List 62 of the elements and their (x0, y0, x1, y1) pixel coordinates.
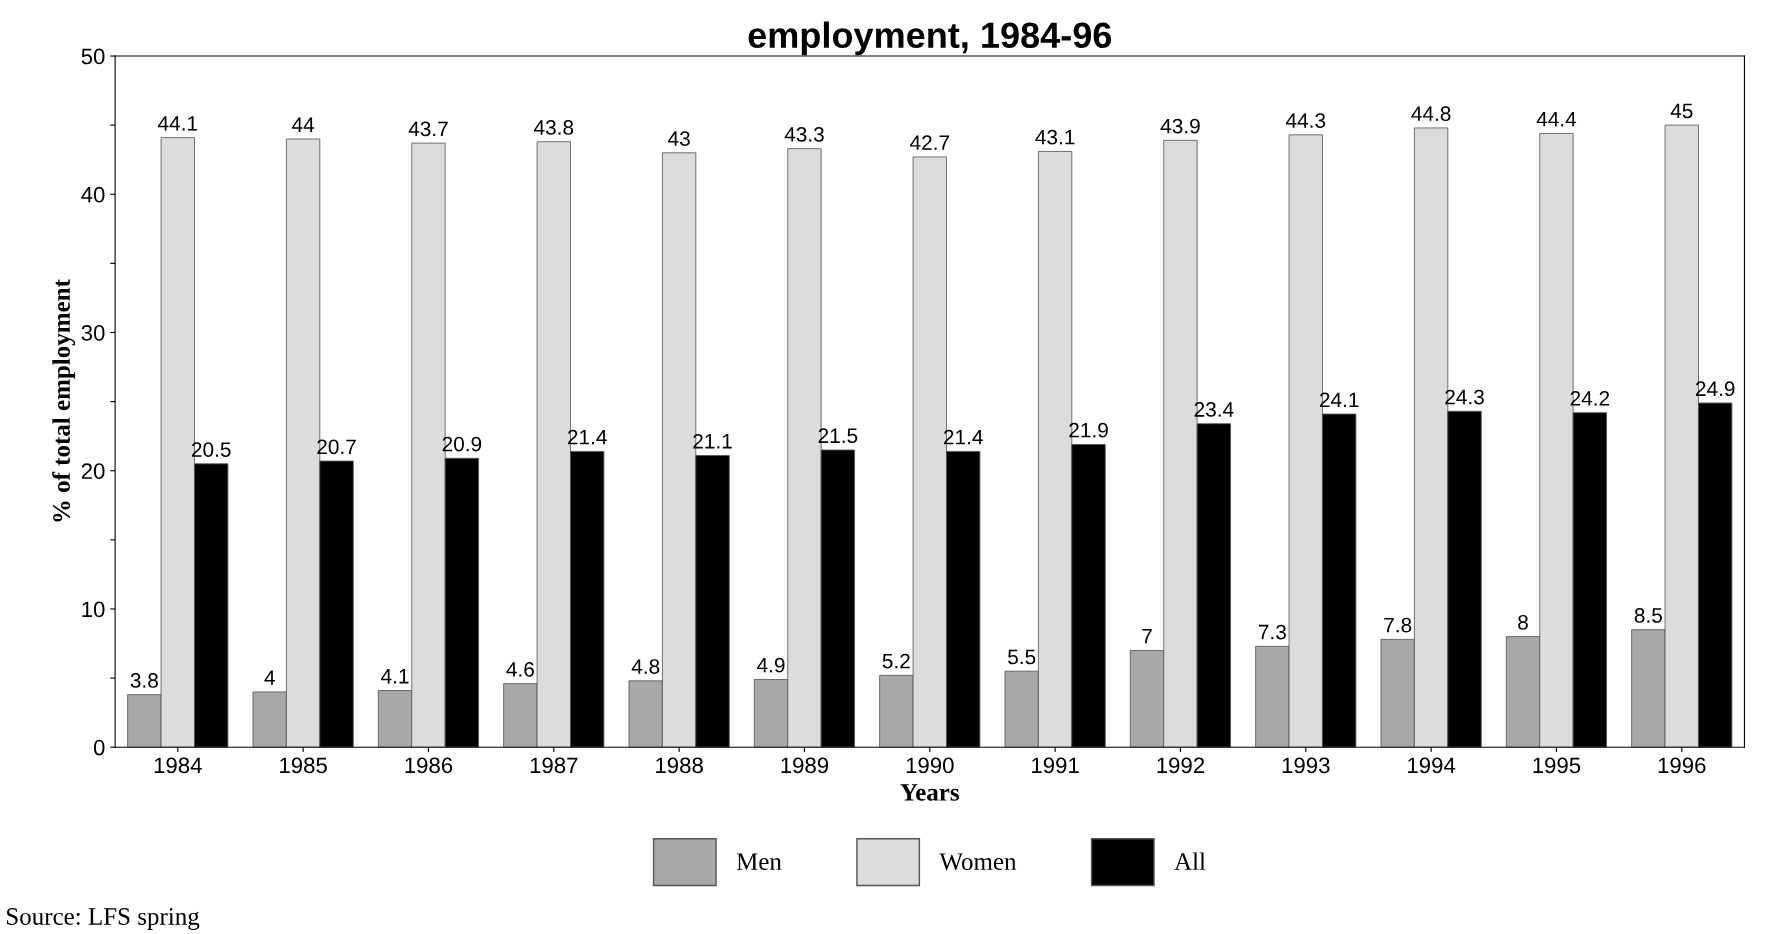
data-label: 24.2 (1570, 391, 1610, 406)
data-label: 20.9 (442, 436, 482, 452)
data-label: 5.5 (1008, 649, 1036, 665)
data-label: 24.3 (1445, 389, 1484, 405)
data-label: 43.7 (408, 121, 448, 137)
data-label: 44.8 (1411, 106, 1451, 122)
data-label: 24.1 (1319, 392, 1359, 407)
x-tick-label: 1985 (280, 757, 327, 774)
data-label: 42.7 (909, 135, 949, 150)
data-label: 4 (264, 670, 275, 685)
x-tick-label: 1988 (656, 757, 703, 774)
x-tick-label: 1987 (530, 757, 578, 774)
data-label: 21.9 (1069, 422, 1108, 438)
legend-label: All (1174, 852, 1206, 870)
x-tick-label: 1989 (781, 757, 829, 774)
data-label: 43.9 (1160, 118, 1200, 134)
data-label: 7 (1142, 629, 1152, 644)
legend-label: Women (939, 853, 1017, 871)
x-tick-label: 1996 (1658, 757, 1706, 774)
x-tick-label: 1986 (405, 757, 453, 774)
data-label: 44.4 (1536, 112, 1577, 127)
x-tick-label: 1991 (1032, 757, 1079, 774)
legend-label: Men (736, 853, 782, 871)
data-label: 45 (1670, 103, 1693, 119)
data-label: 4.9 (757, 657, 785, 673)
data-label: 7.3 (1258, 624, 1286, 640)
data-label: 8.5 (1634, 608, 1662, 623)
data-label: 43.3 (784, 127, 824, 142)
y-tick-label: 50 (81, 48, 105, 65)
data-label: 23.4 (1194, 402, 1234, 417)
y-tick-label: 0 (93, 739, 105, 756)
source-note: Source: LFS spring (6, 908, 200, 931)
x-tick-label: 1995 (1533, 757, 1581, 774)
data-label: 21.5 (818, 428, 858, 444)
x-tick-label: 1993 (1282, 757, 1330, 774)
x-axis-title: Years (900, 784, 960, 801)
y-tick-label: 40 (81, 186, 105, 203)
y-tick-label: 30 (81, 325, 105, 341)
x-tick-label: 1992 (1157, 757, 1205, 774)
data-label: 44.3 (1285, 113, 1326, 128)
x-tick-label: 1990 (906, 757, 954, 774)
y-axis-title: % of total employment (52, 279, 76, 522)
data-label: 43.8 (533, 120, 574, 135)
data-label: 21.1 (693, 433, 732, 449)
data-label: 43 (668, 131, 690, 146)
data-label: 20.7 (317, 439, 356, 455)
data-label: 4.6 (506, 661, 534, 677)
data-label: 24.9 (1695, 381, 1735, 397)
data-label: 3.8 (130, 673, 158, 688)
chart-title: employment, 1984-96 (748, 21, 1112, 56)
data-label: 7.8 (1384, 617, 1412, 633)
data-label: 43.1 (1035, 129, 1075, 145)
data-label: 44.1 (157, 116, 198, 131)
x-tick-label: 1994 (1408, 757, 1456, 774)
data-label: 4.1 (381, 669, 409, 684)
data-label: 8 (1518, 614, 1528, 630)
data-label: 5.2 (882, 653, 910, 669)
x-tick-label: 1984 (154, 757, 202, 774)
y-tick-label: 20 (81, 463, 105, 480)
y-tick-label: 10 (82, 601, 105, 618)
data-label: 44 (292, 117, 315, 132)
data-label: 4.8 (631, 659, 660, 674)
